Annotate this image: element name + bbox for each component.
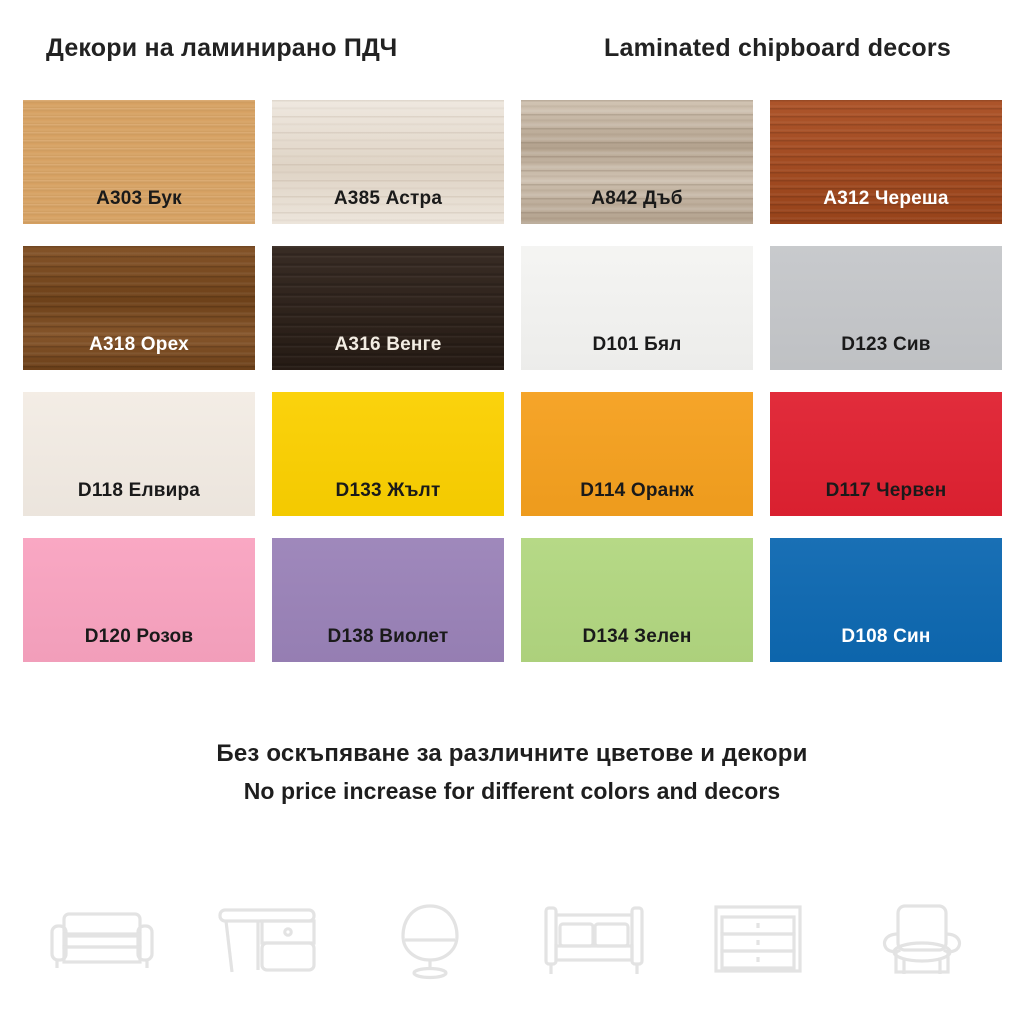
page-title-en: Laminated chipboard decors — [604, 34, 951, 62]
decor-swatch[interactable]: D118 Елвира — [23, 392, 255, 516]
decor-swatch-label: D114 Оранж — [580, 480, 694, 501]
decor-swatch-label: A316 Венге — [334, 334, 442, 355]
decor-swatch-label: A318 Орех — [89, 334, 189, 355]
page-title-bg: Декори на ламинирано ПДЧ — [46, 34, 398, 62]
armchair-icon — [867, 890, 977, 990]
decor-swatch[interactable]: A842 Дъб — [521, 100, 753, 224]
decor-swatch[interactable]: D120 Розов — [23, 538, 255, 662]
decor-swatch-grid: A303 Бук A385 Астра A842 Дъб A312 Череша A31… — [23, 100, 1002, 662]
decor-swatch-label: D101 Бял — [592, 334, 682, 355]
decor-swatch-label: A842 Дъб — [591, 188, 683, 209]
decor-swatch-label: D133 Жълт — [335, 480, 441, 501]
decor-swatch[interactable]: D138 Виолет — [272, 538, 504, 662]
decor-swatch[interactable]: D123 Сив — [770, 246, 1002, 370]
decor-swatch[interactable]: D117 Червен — [770, 392, 1002, 516]
decor-swatch-label: D118 Елвира — [77, 480, 201, 501]
headers-row: Декори на ламинирано ПДЧ Laminated chipb… — [0, 34, 1024, 78]
decor-swatch[interactable]: D114 Оранж — [521, 392, 753, 516]
dresser-icon — [703, 890, 813, 990]
furniture-icon-strip — [0, 885, 1024, 995]
decor-swatch[interactable]: D101 Бял — [521, 246, 753, 370]
decor-swatch-label: A385 Астра — [333, 188, 443, 209]
slogan-block: Без оскъпяване за различните цветове и д… — [0, 740, 1024, 805]
decor-swatch-label: D134 Зелен — [582, 626, 692, 647]
decor-swatch-label: D117 Червен — [825, 480, 947, 501]
slogan-line-en: No price increase for different colors a… — [243, 778, 781, 804]
decor-swatch[interactable]: A385 Астра — [272, 100, 504, 224]
decor-swatch[interactable]: D133 Жълт — [272, 392, 504, 516]
sofa-icon — [47, 890, 157, 990]
decor-swatch[interactable]: A312 Череша — [770, 100, 1002, 224]
decor-swatch-label: D120 Розов — [84, 626, 194, 647]
decor-swatch[interactable]: D108 Син — [770, 538, 1002, 662]
slogan-line-bg: Без оскъпяване за различните цветове и д… — [216, 740, 808, 767]
decor-swatch[interactable]: A318 Орех — [23, 246, 255, 370]
decor-swatch-label: D123 Сив — [841, 334, 931, 355]
bed-icon — [539, 890, 649, 990]
decor-swatch[interactable]: A303 Бук — [23, 100, 255, 224]
decor-swatch-label: A312 Череша — [823, 188, 949, 209]
decor-swatch-label: D138 Виолет — [327, 626, 449, 647]
egg-chair-icon — [375, 890, 485, 990]
decor-swatch-label: A303 Бук — [96, 188, 182, 209]
decor-swatch[interactable]: A316 Венге — [272, 246, 504, 370]
decor-swatch[interactable]: D134 Зелен — [521, 538, 753, 662]
desk-icon — [211, 890, 321, 990]
decor-swatch-label: D108 Син — [841, 626, 931, 647]
